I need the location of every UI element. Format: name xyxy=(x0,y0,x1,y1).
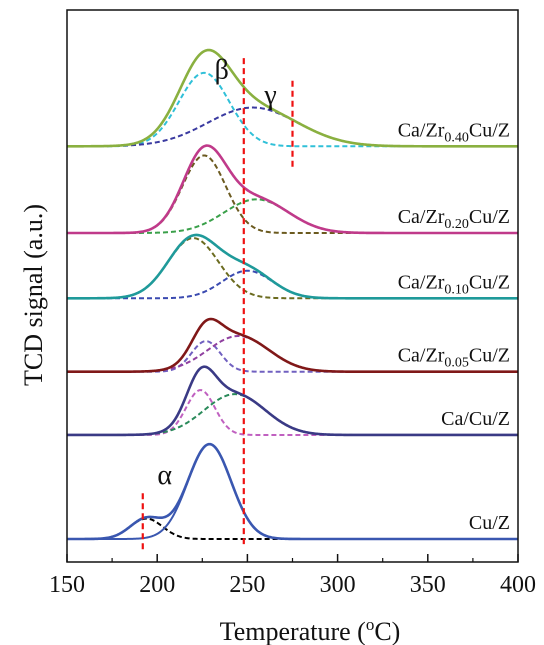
series-label-ca-zr0-40cu-z-tail: Cu/Z xyxy=(469,119,510,141)
y-axis-title: TCD signal (a.u.) xyxy=(19,204,48,386)
x-axis-title: Temperature (oC) xyxy=(220,615,401,645)
series-label-ca-zr0-20cu-z-base: Ca/Zr xyxy=(398,206,445,228)
series-label-ca-cu-z-base: Ca/Cu/Z xyxy=(441,408,510,430)
series-label-ca-zr0-40cu-z: Ca/Zr0.40Cu/Z xyxy=(398,119,510,145)
annotations-layer: α β γ xyxy=(141,54,294,550)
x-tick-label-300: 300 xyxy=(320,572,356,598)
series-label-ca-zr0-10cu-z-base: Ca/Zr xyxy=(398,271,445,293)
series-label-ca-zr0-20cu-z-sub: 0.20 xyxy=(444,217,469,232)
x-tick-label-350: 350 xyxy=(410,572,446,598)
series-label-ca-zr0-05cu-z-base: Ca/Zr xyxy=(398,345,445,367)
series-labels: Cu/ZCa/Cu/ZCa/Zr0.05Cu/ZCa/Zr0.10Cu/ZCa/… xyxy=(398,119,510,534)
x-tick-label-250: 250 xyxy=(229,572,265,598)
series-label-cu-z-base: Cu/Z xyxy=(469,512,510,534)
series-label-ca-cu-z: Ca/Cu/Z xyxy=(441,408,510,430)
annotation-symbol-3: γ xyxy=(263,80,276,111)
series-label-ca-zr0-10cu-z-sub: 0.10 xyxy=(444,282,469,297)
series-label-cu-z: Cu/Z xyxy=(469,512,510,534)
series-label-ca-zr0-10cu-z: Ca/Zr0.10Cu/Z xyxy=(398,271,510,297)
annotation-symbol-1: α xyxy=(157,460,172,491)
series-label-ca-zr0-40cu-z-sub: 0.40 xyxy=(444,130,469,145)
annotation-symbol-2: β xyxy=(215,55,229,86)
series-label-ca-zr0-20cu-z-tail: Cu/Z xyxy=(469,206,510,228)
x-tick-label-200: 200 xyxy=(139,572,175,598)
x-axis-title-end: C) xyxy=(374,617,400,645)
series-label-ca-zr0-05cu-z: Ca/Zr0.05Cu/Z xyxy=(398,345,510,371)
series-label-ca-zr0-40cu-z-base: Ca/Zr xyxy=(398,119,445,141)
x-tick-label-150: 150 xyxy=(49,572,85,598)
series-label-ca-zr0-05cu-z-tail: Cu/Z xyxy=(469,345,510,367)
series-ca-cu-z-line xyxy=(67,365,518,437)
series-cu-z-component-2 xyxy=(67,443,518,540)
series-ca-zr0-10cu-z-line xyxy=(67,233,518,300)
series-ca-zr0-05cu-z-line xyxy=(67,317,518,374)
series-label-ca-zr0-20cu-z: Ca/Zr0.20Cu/Z xyxy=(398,206,510,232)
x-axis-title-sup: o xyxy=(366,615,375,634)
series-label-ca-zr0-10cu-z-tail: Cu/Z xyxy=(469,271,510,293)
curves-layer xyxy=(67,48,518,541)
series-ca-zr0-20cu-z-line xyxy=(67,144,518,235)
series-cu-z-line xyxy=(67,442,518,541)
series-label-ca-zr0-05cu-z-sub: 0.05 xyxy=(444,356,469,371)
x-axis-ticks: 150 200 250 300 350 400 xyxy=(49,554,536,598)
x-tick-label-400: 400 xyxy=(500,572,536,598)
series-ca-zr0-40cu-z-line xyxy=(67,48,518,148)
x-axis-title-main: Temperature ( xyxy=(220,617,366,645)
